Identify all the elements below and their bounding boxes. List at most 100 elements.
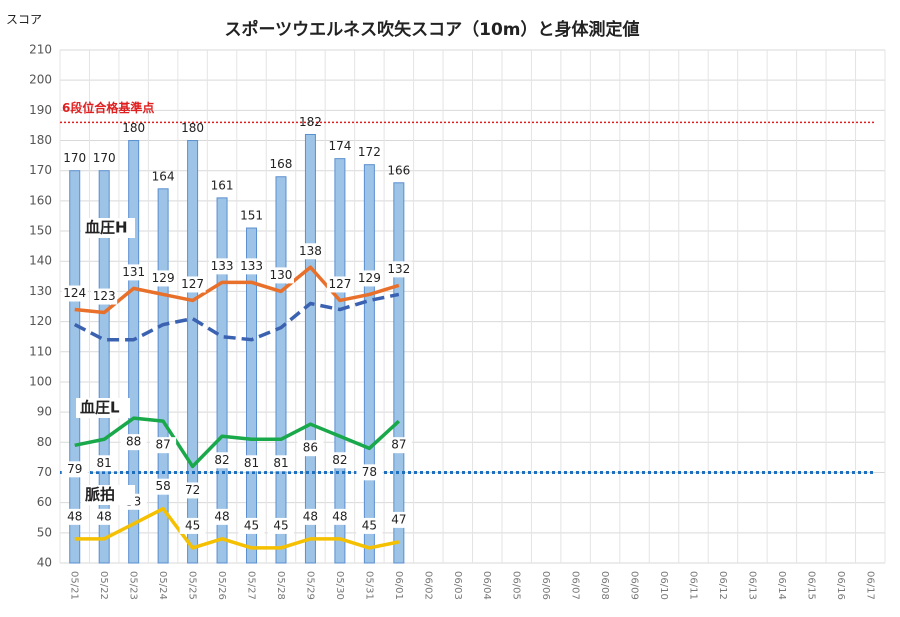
y-tick-label: 70 [37,465,52,479]
data-label: 127 [328,277,351,291]
x-tick-label: 06/14 [776,571,787,600]
label-bg [61,461,88,478]
data-label: 48 [214,509,229,523]
label-bg [150,437,177,454]
data-label: 130 [270,268,293,282]
label-bg [61,508,88,525]
y-tick-label: 110 [29,344,52,358]
x-tick-label: 05/24 [157,571,168,600]
label-bg [267,455,294,472]
data-label: 170 [93,151,116,165]
y-tick-label: 200 [29,73,52,87]
data-label: 45 [273,518,288,532]
x-tick-label: 06/13 [746,571,757,600]
y-axis-label: スコア [6,13,42,27]
x-tick-label: 06/17 [864,571,875,600]
data-label: 88 [126,435,141,449]
label-bg [61,285,88,302]
label-bg [91,288,118,305]
x-tick-label: 06/05 [511,571,522,600]
label-bg [297,243,324,260]
label-bg [179,482,206,499]
x-tick-label: 06/07 [570,571,581,600]
series-name-bg [81,485,135,505]
x-tick-label: 05/28 [275,571,286,600]
y-tick-label: 160 [29,193,52,207]
data-label: 48 [97,509,112,523]
data-label: 132 [387,262,410,276]
data-label: 161 [211,178,234,192]
bar [275,176,287,564]
bar [304,133,316,564]
label-bg [356,270,383,287]
data-label: 58 [155,479,170,493]
label-bg [356,464,383,481]
bar [216,197,228,564]
label-bg [120,434,147,451]
label-bg [238,258,265,275]
data-label: 45 [185,518,200,532]
y-tick-label: 130 [29,284,52,298]
x-tick-label: 06/09 [629,571,640,600]
series-name-bg [76,398,130,418]
bar [393,182,405,564]
y-tick-label: 190 [29,103,52,117]
data-label: 182 [299,115,322,129]
label-bg [150,478,177,495]
label-bg [326,276,353,293]
label-bg [297,440,324,457]
x-tick-label: 05/22 [98,571,109,600]
label-bg [326,452,353,469]
bar [187,140,199,564]
data-label: 168 [270,157,293,171]
bar [128,140,140,564]
label-bg [385,437,412,454]
label-bg [238,455,265,472]
data-label: 133 [211,259,234,273]
x-tick-label: 06/02 [422,571,433,600]
y-tick-label: 50 [37,525,52,539]
label-bg [356,517,383,534]
label-bg [209,258,236,275]
y-tick-label: 180 [29,133,52,147]
data-label: 133 [240,259,263,273]
label-bg [91,455,118,472]
line [73,292,400,342]
x-tick-label: 06/10 [658,571,669,600]
label-bg [179,276,206,293]
reference-label: 6段位合格基準点 [62,100,154,115]
data-label: 151 [240,209,263,223]
x-tick-label: 05/25 [187,571,198,600]
data-label: 47 [391,512,406,526]
x-tick-label: 05/30 [334,571,345,600]
series-name: 血圧H [85,219,128,237]
x-tick-label: 06/06 [540,571,551,600]
y-tick-label: 90 [37,405,52,419]
label-bg [91,508,118,525]
bar [246,227,258,564]
y-tick-label: 100 [29,374,52,388]
y-tick-label: 80 [37,435,52,449]
data-label: 131 [122,265,145,279]
data-label: 164 [152,169,175,183]
y-tick-label: 210 [29,43,52,57]
data-label: 180 [181,121,204,135]
x-tick-label: 05/23 [128,571,139,600]
label-bg [385,261,412,278]
data-label: 48 [67,509,82,523]
label-bg [120,264,147,281]
data-label: 48 [303,509,318,523]
data-label: 45 [362,518,377,532]
x-tick-label: 06/01 [393,571,404,600]
data-label: 180 [122,121,145,135]
data-label: 123 [93,289,116,303]
y-tick-label: 120 [29,314,52,328]
data-label: 81 [273,456,288,470]
data-label: 172 [358,145,381,159]
x-tick-label: 06/15 [805,571,816,600]
data-label: 174 [328,139,351,153]
label-bg [209,508,236,525]
label-bg [326,508,353,525]
label-bg [238,517,265,534]
